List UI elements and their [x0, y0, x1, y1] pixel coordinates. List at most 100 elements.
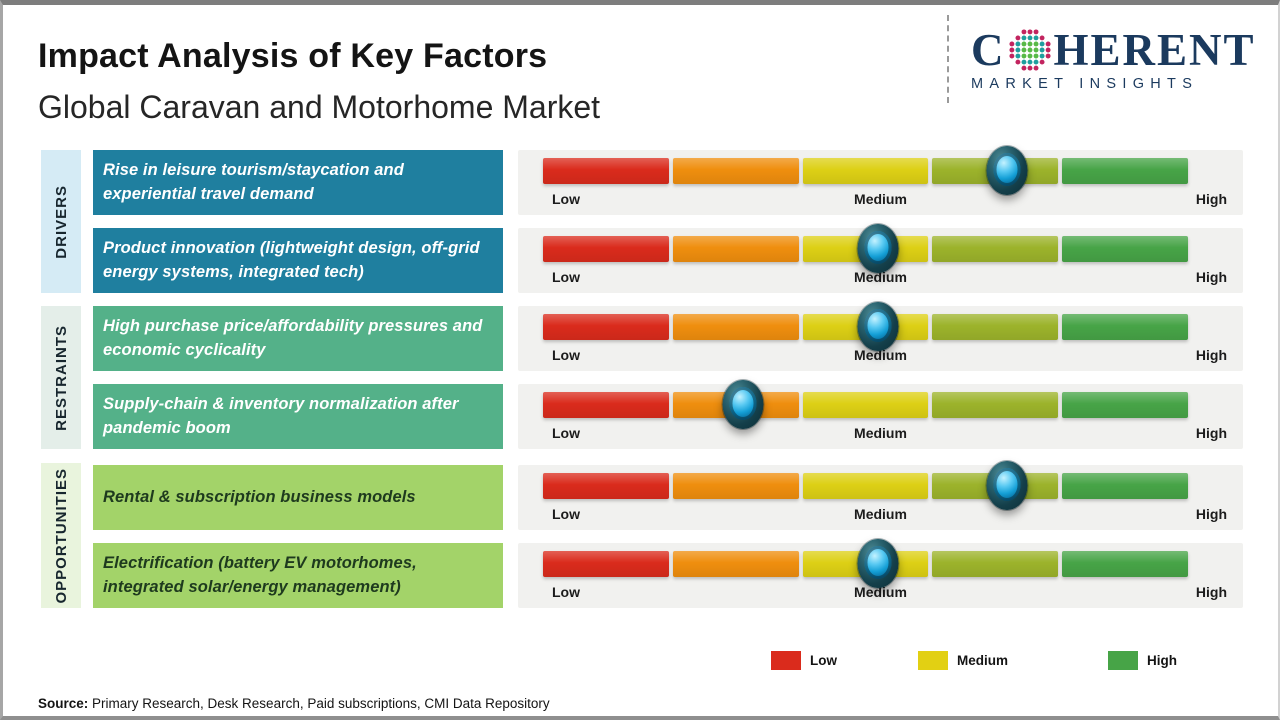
scale-segment-high	[1062, 473, 1188, 499]
scale-label-low: Low	[552, 269, 580, 285]
scale-segment-mid-high	[932, 236, 1059, 262]
impact-scale-bar	[543, 380, 1188, 429]
scale-segment-low	[543, 473, 669, 499]
factor-text: Product innovation (lightweight design, …	[103, 239, 480, 281]
legend-item-high: High	[1108, 651, 1177, 670]
factor-row: Rental & subscription business models Lo…	[93, 461, 1243, 530]
scale-segment-low-mid	[672, 551, 799, 577]
scale-label-high: High	[1195, 191, 1227, 207]
scale-segment-mid	[802, 473, 929, 499]
page-subtitle: Global Caravan and Motorhome Market	[38, 89, 601, 125]
page-title: Impact Analysis of Key Factors	[38, 37, 548, 75]
impact-marker-icon	[857, 302, 899, 351]
impact-scale-panel: Low Medium High	[518, 302, 1243, 371]
source-label: Source:	[38, 696, 89, 711]
scale-label-medium: Medium	[854, 347, 907, 363]
scale-label-medium: Medium	[854, 584, 907, 600]
legend-swatch-medium	[918, 651, 948, 670]
brand-wordmark: C HERENT	[971, 27, 1263, 73]
scale-segment-mid-high	[932, 392, 1059, 418]
scale-segment-low-mid	[672, 473, 799, 499]
factor-text: Supply-chain & inventory normalization a…	[103, 395, 459, 437]
scale-segment-low-mid	[672, 236, 799, 262]
impact-marker-icon	[722, 380, 764, 429]
impact-scale-panel: Low Medium High	[518, 224, 1243, 293]
scale-label-high: High	[1195, 425, 1227, 441]
impact-marker-icon	[857, 539, 899, 588]
scale-label-medium: Medium	[854, 191, 907, 207]
legend-swatch-high	[1108, 651, 1138, 670]
scale-segment-low	[543, 314, 669, 340]
scale-label-high: High	[1195, 506, 1227, 522]
legend-swatch-low	[771, 651, 801, 670]
impact-scale-bar	[543, 539, 1188, 588]
legend-item-low: Low	[771, 651, 837, 670]
impact-scale-bar	[543, 146, 1188, 195]
brand-logo: C HERENT MARKET INSIGHTS	[971, 27, 1263, 92]
scale-label-low: Low	[552, 506, 580, 522]
scale-segment-mid	[802, 158, 929, 184]
factor-text: Rental & subscription business models	[103, 487, 416, 506]
group-label-opportunities: OPPORTUNITIES	[52, 467, 70, 604]
scale-label-medium: Medium	[854, 506, 907, 522]
scale-segment-low	[543, 236, 669, 262]
scale-label-high: High	[1195, 269, 1227, 285]
impact-scale-panel: Low Medium High	[518, 146, 1243, 215]
scale-segment-low	[543, 158, 669, 184]
factor-card: Rise in leisure tourism/staycation and e…	[93, 150, 503, 215]
impact-scale-panel: Low Medium High	[518, 380, 1243, 449]
scale-label-high: High	[1195, 347, 1227, 363]
impact-scale-bar	[543, 461, 1188, 510]
factor-card: Product innovation (lightweight design, …	[93, 228, 503, 293]
group-label-restraints: RESTRAINTS	[52, 324, 70, 431]
scale-label-low: Low	[552, 425, 580, 441]
legend-label-high: High	[1147, 653, 1177, 668]
logo-divider	[947, 15, 949, 103]
factor-row: Rise in leisure tourism/staycation and e…	[93, 146, 1243, 215]
group-strip-restraints: RESTRAINTS	[41, 306, 81, 449]
globe-icon	[1007, 27, 1053, 73]
legend-item-medium: Medium	[918, 651, 1008, 670]
impact-scale-panel: Low Medium High	[518, 539, 1243, 608]
factor-row: Electrification (battery EV motorhomes, …	[93, 539, 1243, 608]
scale-label-low: Low	[552, 347, 580, 363]
factor-card: Supply-chain & inventory normalization a…	[93, 384, 503, 449]
factor-card: Electrification (battery EV motorhomes, …	[93, 543, 503, 608]
scale-label-high: High	[1195, 584, 1227, 600]
factor-text: Electrification (battery EV motorhomes, …	[103, 554, 417, 596]
impact-marker-icon	[857, 224, 899, 273]
scale-segment-mid-high	[932, 314, 1059, 340]
legend-label-medium: Medium	[957, 653, 1009, 668]
scale-segment-low	[543, 392, 669, 418]
impact-scale-bar	[543, 302, 1188, 351]
impact-scale-bar	[543, 224, 1188, 273]
group-strip-opportunities: OPPORTUNITIES	[41, 463, 81, 608]
factor-row: Supply-chain & inventory normalization a…	[93, 380, 1243, 449]
scale-label-low: Low	[552, 584, 580, 600]
factor-text: High purchase price/affordability pressu…	[103, 317, 483, 359]
scale-segment-high	[1062, 392, 1188, 418]
scale-segment-high	[1062, 551, 1188, 577]
group-label-drivers: DRIVERS	[52, 184, 70, 259]
scale-label-medium: Medium	[854, 425, 907, 441]
brand-letters-rest: HERENT	[1053, 24, 1256, 75]
factor-text: Rise in leisure tourism/staycation and e…	[103, 161, 404, 203]
scale-label-medium: Medium	[854, 269, 907, 285]
scale-segment-high	[1062, 314, 1188, 340]
group-strip-drivers: DRIVERS	[41, 150, 81, 293]
scale-segment-low-mid	[672, 314, 799, 340]
factor-card: Rental & subscription business models	[93, 465, 503, 530]
impact-marker-icon	[986, 461, 1028, 510]
impact-marker-icon	[986, 146, 1028, 195]
source-line: Source: Primary Research, Desk Research,…	[38, 696, 550, 711]
source-text: Primary Research, Desk Research, Paid su…	[88, 696, 550, 711]
scale-segment-high	[1062, 158, 1188, 184]
scale-segment-low	[543, 551, 669, 577]
impact-scale-panel: Low Medium High	[518, 461, 1243, 530]
scale-segment-low-mid	[672, 158, 799, 184]
brand-letter-c: C	[971, 24, 1006, 75]
legend-label-low: Low	[810, 653, 837, 668]
factor-card: High purchase price/affordability pressu…	[93, 306, 503, 371]
factor-row: Product innovation (lightweight design, …	[93, 224, 1243, 293]
